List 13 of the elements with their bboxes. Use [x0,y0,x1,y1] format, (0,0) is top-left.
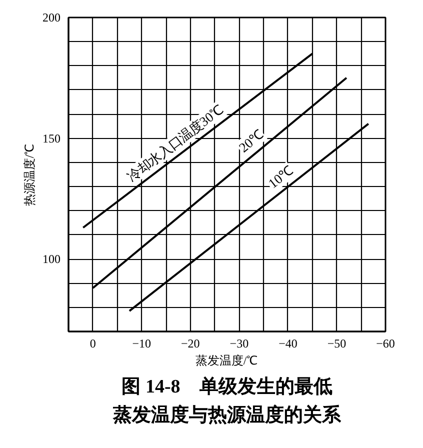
x-tick-label: 0 [90,336,96,350]
x-tick-label: −10 [132,336,152,350]
y-tick-label: 200 [42,10,60,24]
y-axis-title: 热源温度/℃ [22,144,36,206]
x-tick-label: −50 [327,336,346,350]
x-tick-label: −60 [376,336,395,350]
x-tick-label: −20 [181,336,200,350]
x-axis-title: 蒸发温度/℃ [195,354,258,368]
y-tick-label: 150 [42,131,60,146]
x-tick-label: −40 [278,336,298,350]
y-tick-label: 100 [42,252,60,266]
text: 图 14-8 单级发生的最低蒸发温度与热源温度的关系 [112,376,342,426]
x-tick-label: −30 [230,336,249,350]
